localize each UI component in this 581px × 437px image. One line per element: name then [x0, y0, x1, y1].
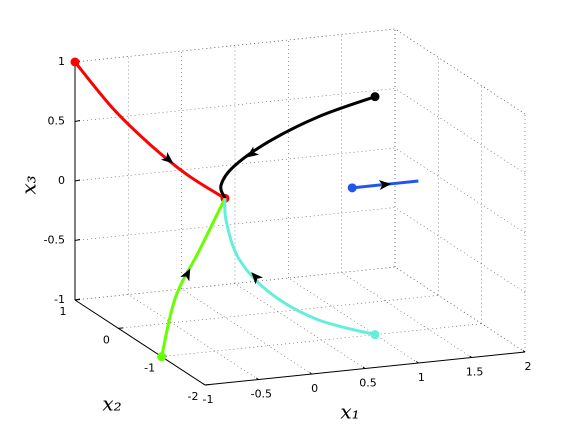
marker — [157, 352, 167, 362]
marker — [370, 330, 380, 340]
grid-line — [288, 277, 419, 364]
grid — [74, 28, 526, 386]
grid-line — [394, 266, 526, 353]
z-tick — [74, 120, 81, 122]
x-axis-label: x₁ — [340, 400, 359, 424]
x-tick — [522, 350, 526, 353]
trajectory — [219, 95, 376, 199]
direction-arrow — [246, 146, 260, 158]
trajectory — [160, 197, 227, 358]
grid-line — [118, 295, 439, 329]
x-tick — [202, 383, 206, 386]
trajectory — [73, 61, 226, 200]
x-tick-label: -0.5 — [251, 388, 272, 401]
marker — [370, 92, 380, 102]
direction-arrow — [378, 180, 392, 191]
x-tick-label: 0.5 — [359, 377, 377, 390]
x-tick-label: 2 — [525, 360, 532, 373]
z-tick-label: -1 — [54, 293, 65, 306]
x-tick — [416, 361, 419, 364]
y-axis — [74, 299, 206, 386]
z-tick — [74, 179, 81, 182]
grid-line — [341, 272, 472, 358]
x-tick-label: 1 — [418, 371, 425, 384]
direction-arrow — [160, 152, 174, 164]
x-tick — [256, 377, 259, 380]
y-tick-label: 0 — [103, 333, 110, 346]
x-tick — [469, 355, 472, 358]
y-tick — [204, 384, 211, 386]
trajectory — [223, 198, 376, 337]
direction-arrow — [251, 272, 263, 285]
x-tick-label: 1.5 — [466, 366, 484, 379]
grid-line — [181, 288, 312, 375]
x-tick-label: 0 — [311, 382, 318, 395]
grid-line — [74, 207, 396, 241]
grid-line — [74, 266, 396, 301]
y-tick-label: -1 — [144, 362, 155, 375]
marker — [347, 183, 357, 193]
x-tick — [362, 366, 366, 369]
plot-area — [70, 57, 419, 362]
grid-line — [74, 88, 396, 122]
grid-line — [234, 283, 366, 369]
y-tick-label: 1 — [60, 305, 67, 318]
y-axis-label: x₂ — [102, 392, 121, 416]
z-tick-label: 0.5 — [48, 115, 66, 128]
marker — [70, 57, 80, 67]
x-tick-label: -1 — [203, 393, 214, 406]
z-axis-label: x₃ — [17, 175, 41, 194]
y-tick — [118, 327, 124, 329]
z-tick-label: 0 — [58, 174, 65, 187]
z-tick — [74, 239, 81, 241]
z-tick-label: -0.5 — [44, 234, 65, 247]
y-tick-label: -2 — [188, 390, 199, 403]
box-edge — [74, 28, 396, 63]
x-tick — [309, 372, 312, 375]
grid-line — [161, 323, 482, 357]
axes: -1-0.500.51-2-101-1 -0.5 0 0.5 1 1.5 2 — [44, 55, 532, 406]
y-tick — [74, 299, 81, 301]
z-tick-label: 1 — [58, 55, 65, 68]
direction-arrow — [180, 268, 191, 282]
